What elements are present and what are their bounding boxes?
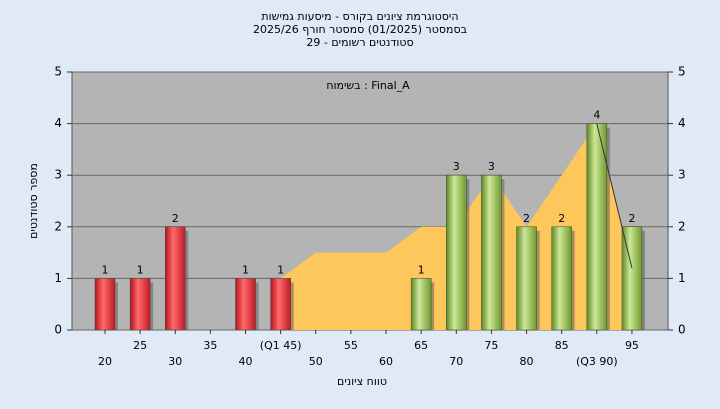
x-tick-label: 40 [239,355,253,368]
y-tick-label: 0 [54,323,62,337]
x-tick-label: 85 [555,339,569,352]
x-tick-label: (Q3 90) [576,355,618,368]
y-tick-label: 2 [54,219,62,233]
x-tick-label: 65 [414,339,428,352]
title: היסטוגרמת ציונים בקורס - מיסעות גמישות [261,10,458,23]
data-label: 2 [558,212,565,225]
x-tick-label: 25 [133,339,147,352]
bar [586,123,608,331]
x-tick-label: 75 [484,339,498,352]
y2-tick-label: 4 [678,116,686,130]
bar [129,278,151,331]
x-tick-label: (Q1 45) [260,339,302,352]
title: סטודנטים רשומים - 29 [306,36,413,49]
bar [410,278,432,331]
bar [446,174,467,331]
y-tick-label: 3 [54,168,62,182]
data-label: 2 [523,212,530,225]
bar [551,226,572,331]
x-tick-label: 70 [449,355,463,368]
trend-area [280,123,632,330]
title: בסמסטר (01/2025) סמסטר חורף 2025/26 [253,23,467,36]
data-label: 2 [172,212,179,225]
x-tick-label: 35 [203,339,217,352]
x-tick-label: 50 [309,355,323,368]
bar [516,226,537,331]
y2-tick-label: 1 [678,271,686,285]
trend-line [596,123,633,269]
data-label: 2 [628,212,635,225]
data-label: 1 [102,263,109,276]
data-label: 1 [418,263,425,276]
bar [235,278,256,331]
data-label: 1 [277,263,284,276]
x-tick-label: 95 [625,339,639,352]
y-tick-label: 4 [54,116,62,130]
bar [94,278,116,331]
y2-tick-label: 0 [678,323,686,337]
bar [621,226,643,331]
bar [165,226,186,331]
y2-tick-label: 3 [678,168,686,182]
bar [481,174,502,331]
y-tick-label: 1 [54,271,62,285]
y-tick-label: 5 [54,65,62,79]
x-tick-label: 30 [168,355,182,368]
data-label: 3 [453,160,460,173]
x-tick-label: 55 [344,339,358,352]
bar [270,278,291,331]
x-tick-label: 20 [98,355,112,368]
y2-tick-label: 2 [678,219,686,233]
data-label: 1 [137,263,144,276]
x-axis-label: טווח ציונים [337,375,387,388]
data-label: 3 [488,160,495,173]
data-label: 1 [242,263,249,276]
x-tick-label: 60 [379,355,393,368]
y2-tick-label: 5 [678,65,686,79]
data-label: 4 [593,109,600,122]
x-tick-label: 80 [520,355,534,368]
annotation: בשימוח : Final_A [326,79,410,92]
y-axis-label: מספר סטודנטים [27,163,40,239]
